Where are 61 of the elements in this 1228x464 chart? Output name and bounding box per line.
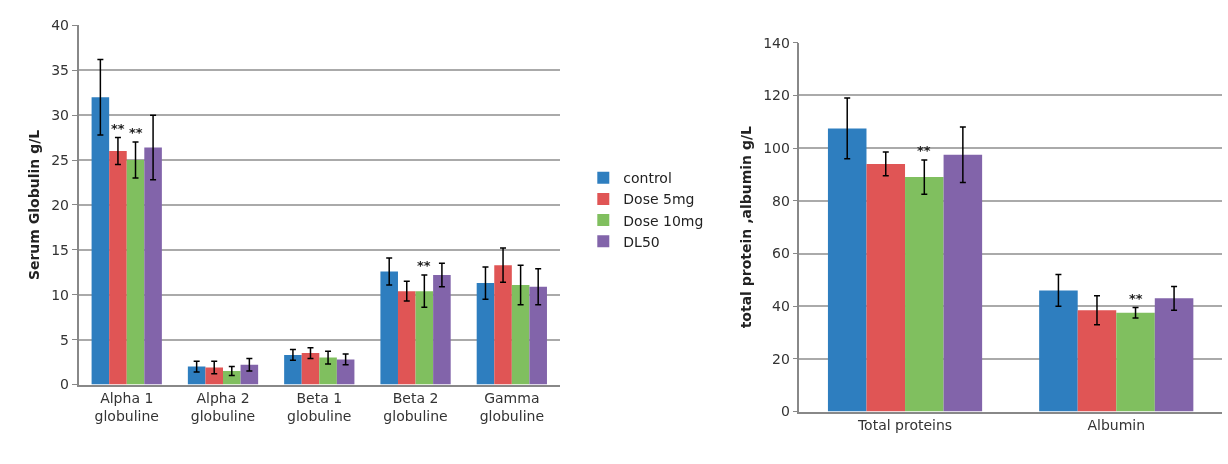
legend-label: Dose 5mg [623,191,695,208]
y-tick-label: 20 [772,350,790,367]
annotation: ** [129,125,143,140]
bar [529,286,547,385]
x-tick-label: Beta 1 globuline [287,390,352,425]
annotation: ** [111,121,125,136]
y-tick-label: 5 [60,331,70,348]
x-tick-label: Gamma globuline [479,390,545,425]
x-tick-label: Total proteins [856,417,953,434]
bar [144,147,162,385]
bar [494,265,512,385]
y-axis-title: Serum Globulin g/L [26,129,43,281]
bar [91,97,110,385]
x-tick-label: Alpha 2 globuline [190,390,256,425]
y-tick-label: 80 [772,192,790,209]
y-tick-label: 30 [51,107,70,124]
y-tick-label: 40 [772,298,790,315]
bar [1116,312,1155,412]
y-axis-title: total protein ,albumin g/L [738,125,755,329]
bar [866,163,906,412]
y-tick-label: 15 [51,241,70,258]
y-tick-label: 25 [51,151,70,168]
bar [336,359,355,385]
bar [223,371,241,385]
x-tick-label: Alpha 1 globuline [94,390,159,425]
bar [397,291,416,385]
bar [301,353,320,385]
bar [319,357,337,385]
bar [1077,310,1117,412]
annotation: ** [917,143,931,158]
y-tick-label: 0 [780,403,790,420]
x-tick-label: Albumin [1087,417,1146,434]
annotation: ** [1129,291,1143,306]
bar [284,354,302,385]
bar [433,275,451,385]
y-tick-label: 40 [51,17,70,34]
bar [476,283,495,385]
bar [380,271,398,385]
y-tick-label: 100 [763,140,790,157]
bar [1039,290,1078,412]
y-tick-label: 120 [763,87,790,104]
legend-label: control [623,170,672,187]
y-tick-label: 10 [51,286,70,303]
x-tick-label: Beta 2 globuline [383,390,448,425]
bar [827,128,867,412]
bar [109,151,127,385]
y-tick-label: 60 [772,245,790,262]
bar [126,160,145,385]
bar [905,177,944,412]
legend-label: Dose 10mg [623,212,704,229]
bar [511,284,530,385]
bar [943,154,983,412]
annotation: ** [417,258,431,273]
bar [205,367,223,385]
y-tick-label: 35 [51,62,70,79]
legend-label: DL50 [623,233,660,250]
bar [415,291,434,385]
y-tick-label: 20 [51,196,70,213]
bar [1154,298,1194,412]
y-tick-label: 140 [763,34,790,51]
y-tick-label: 0 [60,376,70,393]
